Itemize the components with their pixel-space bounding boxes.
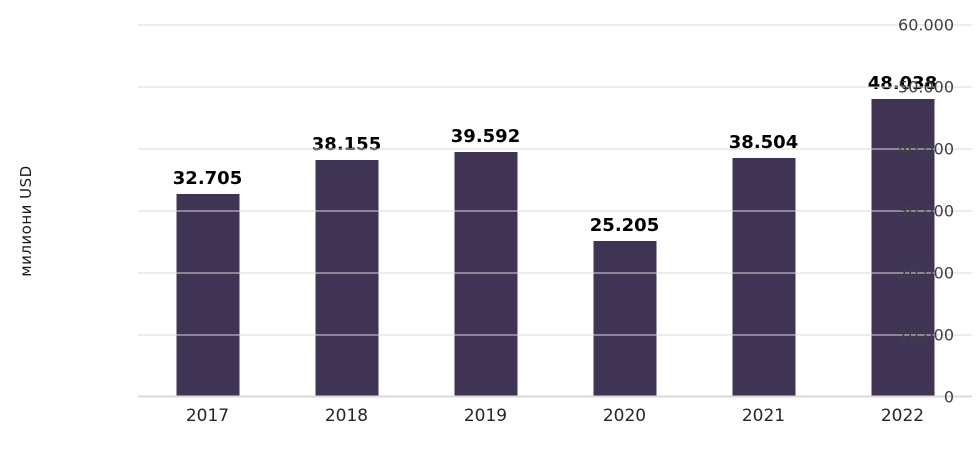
y-tick-label: 10.000	[898, 325, 954, 345]
x-axis-label-2020: 2020	[602, 406, 647, 426]
gridline	[138, 86, 972, 88]
bar-value-label-2021: 38.504	[728, 132, 799, 154]
x-axis-label-2019: 2019	[463, 406, 508, 426]
y-tick-label: 30.000	[898, 201, 954, 221]
y-tick-label: 60.000	[898, 15, 954, 35]
bar-value-label-2017: 32.705	[172, 168, 243, 190]
gridline	[138, 24, 972, 26]
y-tick-label: 40.000	[898, 139, 954, 159]
bar-value-label-2019: 39.592	[450, 125, 521, 147]
gridline	[138, 334, 972, 336]
bar-value-label-2018: 38.155	[311, 134, 382, 156]
bar-columns: 32.705 2017 38.155 2018 39.592 2019 25.205 2020…	[138, 25, 972, 426]
bar-column-2020: 25.205 2020	[555, 25, 694, 426]
gridline	[138, 210, 972, 212]
bar-2020[interactable]	[593, 240, 656, 397]
bar-2017[interactable]	[176, 194, 239, 397]
bar-column-2018: 38.155 2018	[277, 25, 416, 426]
bar-value-label-2022: 48.038	[867, 73, 938, 95]
bar-2021[interactable]	[732, 158, 795, 397]
y-tick-label: 50.000	[898, 77, 954, 97]
bar-column-2017: 32.705 2017	[138, 25, 277, 426]
x-axis-line	[138, 395, 972, 398]
bar-column-2019: 39.592 2019	[416, 25, 555, 426]
y-axis-title: милиони USD	[17, 165, 35, 277]
x-axis-label-2018: 2018	[324, 406, 369, 426]
bar-value-label-2020: 25.205	[589, 214, 660, 236]
x-axis-label-2022: 2022	[880, 406, 925, 426]
y-tick-label: 0	[943, 387, 954, 407]
bar-2018[interactable]	[315, 160, 378, 397]
plot-area: 32.705 2017 38.155 2018 39.592 2019 25.205 2020…	[138, 16, 972, 426]
bar-2019[interactable]	[454, 151, 517, 397]
gridline	[138, 272, 972, 274]
y-tick-label: 20.000	[898, 263, 954, 283]
bar-column-2021: 38.504 2021	[694, 25, 833, 426]
gridline	[138, 148, 972, 150]
x-axis-label-2017: 2017	[185, 406, 230, 426]
x-axis-label-2021: 2021	[741, 406, 786, 426]
